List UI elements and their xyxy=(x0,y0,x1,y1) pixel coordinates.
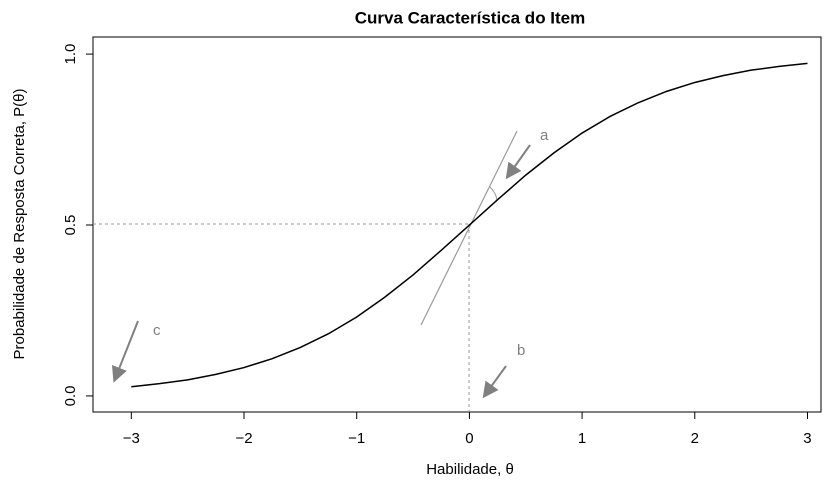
y-axis-label: Probabilidade de Resposta Correta, P(θ) xyxy=(11,89,28,360)
curve xyxy=(131,62,808,388)
arrow xyxy=(482,365,507,399)
x-axis-label: Habilidade, θ xyxy=(426,461,514,478)
x-tick-label: 0 xyxy=(465,430,473,447)
annotation: c xyxy=(153,322,161,339)
annotation: a xyxy=(540,127,549,144)
annotation: b xyxy=(517,342,525,359)
tangent-line xyxy=(420,130,518,326)
x-tick-label: 2 xyxy=(691,430,699,447)
x-tick-label: 3 xyxy=(803,430,811,447)
arrow xyxy=(111,320,139,383)
x-tick-label: −2 xyxy=(235,430,252,447)
y-tick-label: 1.0 xyxy=(62,44,79,65)
x-tick-label: 1 xyxy=(578,430,586,447)
chart-title: Curva Característica do Item xyxy=(355,8,586,27)
x-tick-label: −1 xyxy=(348,430,365,447)
y-tick-label: 0.5 xyxy=(62,215,79,236)
angle-arc xyxy=(489,186,498,201)
arrow xyxy=(505,144,531,180)
y-tick-label: 0.0 xyxy=(62,386,79,407)
x-tick-label: −3 xyxy=(123,430,140,447)
